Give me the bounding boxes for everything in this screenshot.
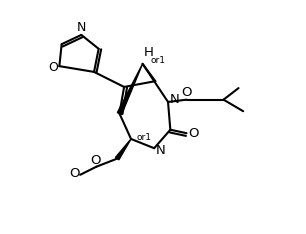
- Text: N: N: [170, 93, 179, 106]
- Text: O: O: [49, 61, 58, 74]
- Text: N: N: [156, 144, 166, 157]
- Text: O: O: [90, 154, 100, 167]
- Polygon shape: [115, 139, 131, 160]
- Text: H: H: [144, 46, 153, 59]
- Text: or1: or1: [150, 56, 165, 65]
- Text: O: O: [182, 86, 192, 99]
- Text: or1: or1: [136, 133, 151, 142]
- Text: O: O: [69, 167, 80, 180]
- Text: O: O: [188, 127, 199, 140]
- Polygon shape: [118, 64, 143, 114]
- Text: N: N: [76, 21, 86, 34]
